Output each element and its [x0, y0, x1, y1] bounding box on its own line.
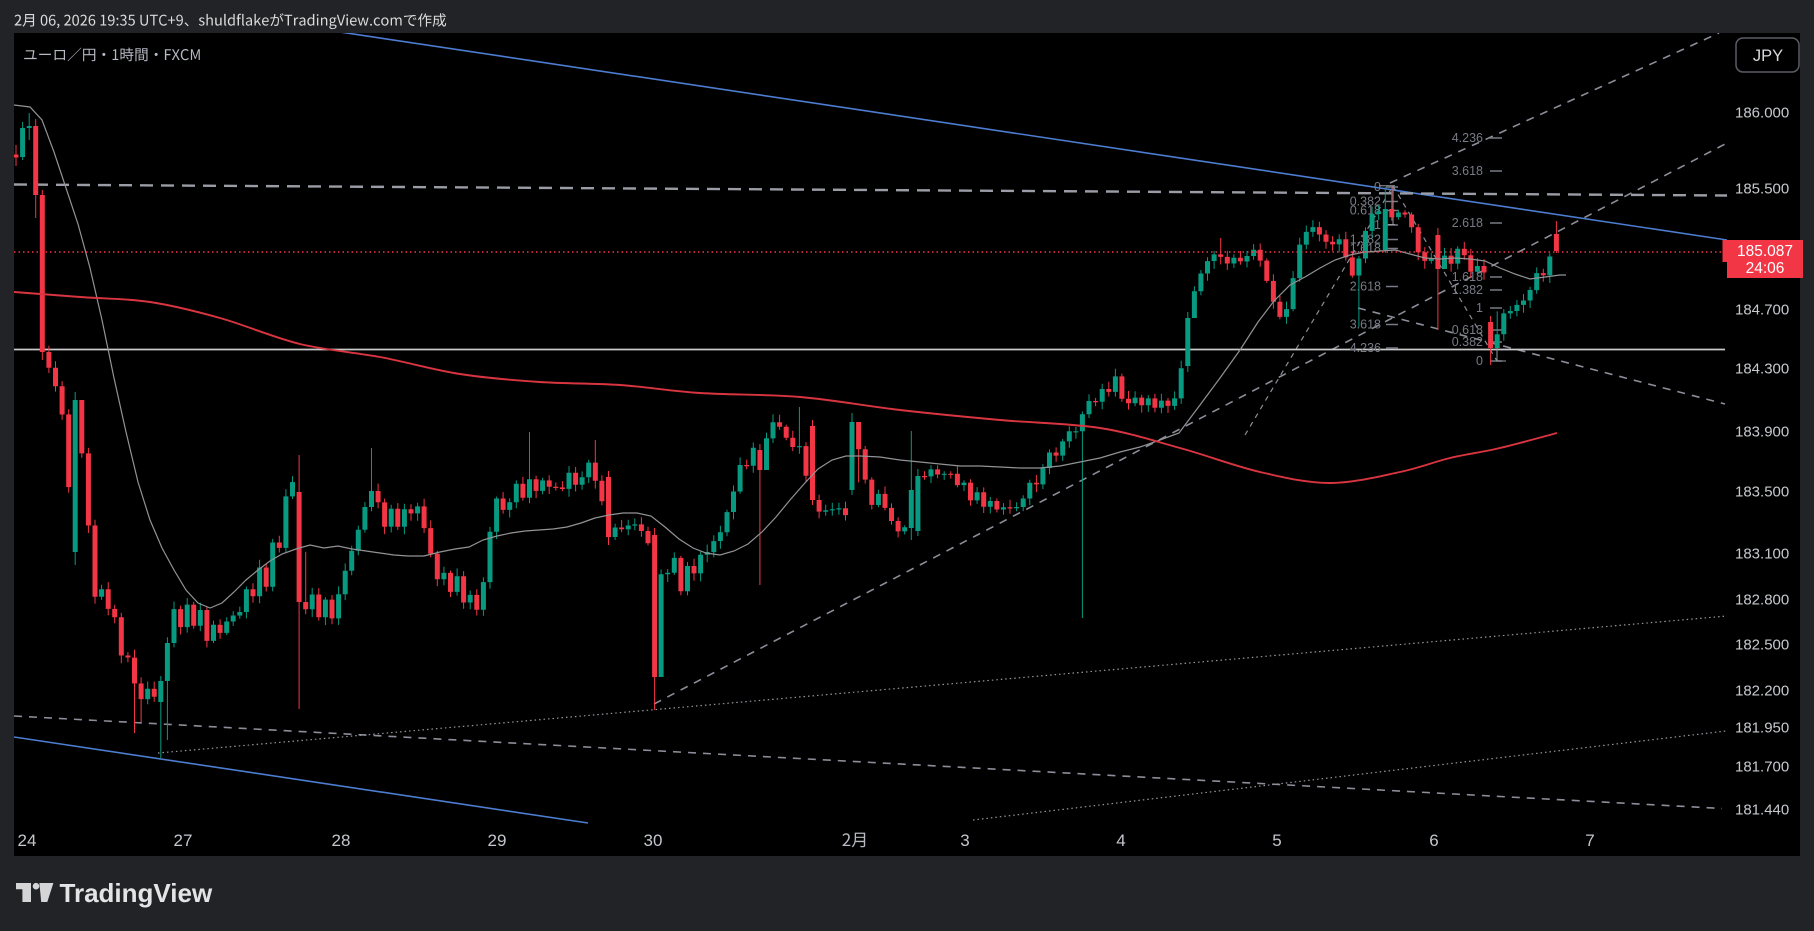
svg-text:184.300: 184.300 — [1735, 360, 1789, 377]
svg-text:183.900: 183.900 — [1735, 423, 1789, 440]
svg-text:27: 27 — [174, 831, 193, 850]
svg-text:184.700: 184.700 — [1735, 301, 1789, 318]
svg-text:7: 7 — [1585, 831, 1594, 850]
svg-text:0: 0 — [1476, 354, 1483, 368]
svg-text:JPY: JPY — [1753, 47, 1783, 65]
svg-text:24:06: 24:06 — [1746, 260, 1785, 277]
svg-text:181.440: 181.440 — [1735, 801, 1789, 818]
svg-text:28: 28 — [332, 831, 351, 850]
svg-text:5: 5 — [1272, 831, 1281, 850]
svg-text:182.500: 182.500 — [1735, 636, 1789, 653]
svg-text:1.618: 1.618 — [1452, 270, 1483, 284]
svg-text:1.382: 1.382 — [1452, 283, 1483, 297]
svg-text:0.382: 0.382 — [1350, 195, 1381, 209]
svg-text:3: 3 — [960, 831, 969, 850]
svg-text:0.382: 0.382 — [1452, 335, 1483, 349]
svg-text:6: 6 — [1429, 831, 1438, 850]
svg-text:29: 29 — [488, 831, 507, 850]
svg-text:182.800: 182.800 — [1735, 591, 1789, 608]
svg-text:1: 1 — [1476, 301, 1483, 315]
svg-text:4.236: 4.236 — [1452, 131, 1483, 145]
svg-text:1: 1 — [1374, 218, 1381, 232]
svg-text:3.618: 3.618 — [1350, 318, 1381, 332]
svg-text:181.950: 181.950 — [1735, 719, 1789, 736]
svg-text:24: 24 — [18, 831, 37, 850]
svg-text:183.100: 183.100 — [1735, 545, 1789, 562]
svg-text:0: 0 — [1374, 180, 1381, 194]
svg-text:3.618: 3.618 — [1452, 164, 1483, 178]
svg-text:TradingView: TradingView — [60, 878, 213, 908]
svg-text:182.200: 182.200 — [1735, 682, 1789, 699]
svg-text:2.618: 2.618 — [1452, 216, 1483, 230]
svg-text:0.618: 0.618 — [1452, 323, 1483, 337]
svg-text:4.236: 4.236 — [1350, 341, 1381, 355]
svg-text:183.500: 183.500 — [1735, 483, 1789, 500]
svg-text:185.500: 185.500 — [1735, 180, 1789, 197]
svg-text:30: 30 — [644, 831, 663, 850]
svg-text:2.618: 2.618 — [1350, 280, 1381, 294]
svg-text:186.000: 186.000 — [1735, 104, 1789, 121]
svg-text:0.618: 0.618 — [1350, 204, 1381, 218]
svg-text:181.700: 181.700 — [1735, 758, 1789, 775]
svg-text:4: 4 — [1116, 831, 1125, 850]
svg-text:185.087: 185.087 — [1737, 243, 1793, 260]
